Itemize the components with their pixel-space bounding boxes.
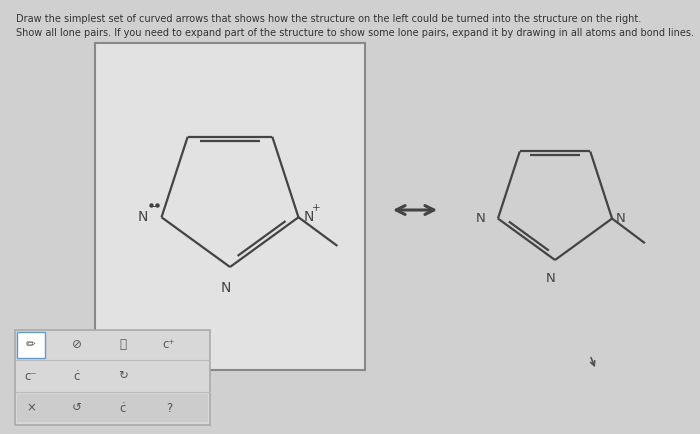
- Bar: [17, 332, 45, 358]
- Text: +: +: [312, 203, 321, 213]
- Text: c⁻: c⁻: [25, 369, 37, 382]
- Text: ✋: ✋: [120, 339, 127, 352]
- Text: ?: ?: [166, 401, 172, 414]
- Text: N: N: [616, 212, 626, 225]
- Text: N: N: [137, 210, 148, 224]
- Text: N: N: [546, 272, 556, 285]
- Text: −: −: [150, 202, 160, 212]
- Text: ⊘: ⊘: [72, 339, 82, 352]
- Text: ×: ×: [26, 401, 36, 414]
- Bar: [15, 330, 210, 425]
- Text: Show all lone pairs. If you need to expand part of the structure to show some lo: Show all lone pairs. If you need to expa…: [16, 28, 694, 38]
- Text: N: N: [304, 210, 314, 224]
- Text: N: N: [220, 281, 231, 295]
- Text: ✏: ✏: [26, 339, 36, 352]
- Text: ↻: ↻: [118, 369, 128, 382]
- Text: N: N: [476, 212, 486, 225]
- Text: ↺: ↺: [72, 401, 82, 414]
- Text: ċ: ċ: [120, 401, 126, 414]
- Bar: [17, 394, 208, 422]
- Text: ċ: ċ: [74, 369, 80, 382]
- Bar: [95, 43, 365, 370]
- Text: Draw the simplest set of curved arrows that shows how the structure on the left : Draw the simplest set of curved arrows t…: [16, 14, 641, 24]
- Text: c⁺: c⁺: [162, 339, 175, 352]
